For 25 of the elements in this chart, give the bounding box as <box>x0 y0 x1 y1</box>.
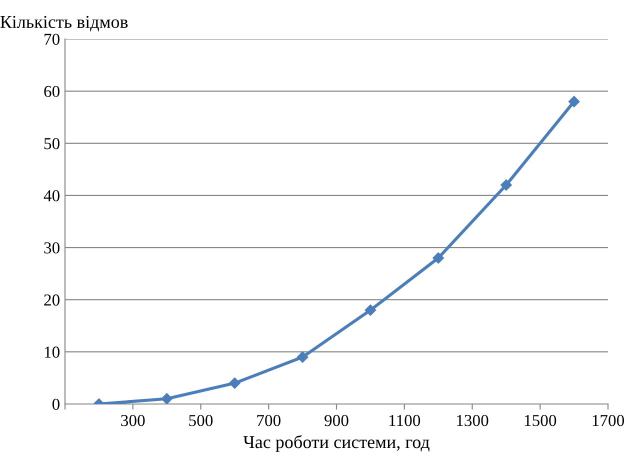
y-tick-label: 10 <box>44 346 60 358</box>
x-tick-label: 1500 <box>524 414 556 426</box>
y-tick-label: 30 <box>44 242 60 254</box>
point <box>161 393 172 404</box>
y-tick-label: 70 <box>44 34 60 45</box>
point <box>229 378 240 389</box>
x-tick-label: 300 <box>121 414 145 426</box>
y-tick-label: 0 <box>52 398 60 410</box>
x-tick-label: 1300 <box>457 414 488 426</box>
point <box>296 351 308 363</box>
x-tick-label: 900 <box>324 414 348 426</box>
point <box>432 252 444 264</box>
x-tick-label: 700 <box>257 414 280 426</box>
point <box>568 96 580 108</box>
y-tick-label: 50 <box>44 138 60 150</box>
y-tick-label: 20 <box>44 294 60 306</box>
point <box>364 304 376 316</box>
x-axis-title: Час роботи системи, год <box>243 435 430 452</box>
x-tick-label: 1700 <box>592 414 624 426</box>
point <box>500 179 512 191</box>
y-tick-label: 40 <box>44 190 60 202</box>
y-tick-label: 60 <box>44 86 60 98</box>
y-axis-title: Кількість відмов <box>0 16 128 32</box>
x-tick-label: 1100 <box>389 414 420 426</box>
x-tick-label: 500 <box>189 414 213 426</box>
